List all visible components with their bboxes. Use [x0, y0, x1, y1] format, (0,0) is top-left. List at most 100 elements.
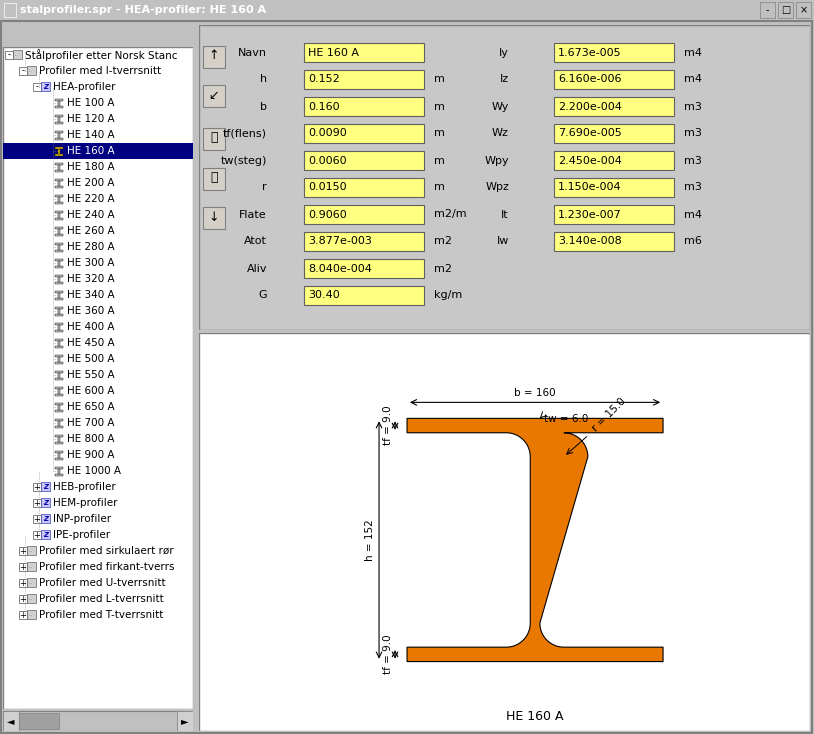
Text: HE 550 A: HE 550 A [67, 370, 115, 380]
Text: tf = 9.0: tf = 9.0 [383, 635, 393, 674]
Text: tw(steg): tw(steg) [221, 156, 267, 165]
Bar [33, 83, 41, 91]
Text: 0.160: 0.160 [308, 101, 339, 112]
Text: Z: Z [43, 516, 48, 522]
Text: Wy: Wy [492, 101, 509, 112]
Text: HEB-profiler: HEB-profiler [53, 482, 116, 492]
Text: HEA-profiler: HEA-profiler [53, 82, 116, 92]
Bar [778, 2, 793, 18]
Text: +: + [33, 498, 41, 507]
Text: m: m [434, 128, 445, 139]
Text: HE 650 A: HE 650 A [67, 402, 115, 412]
Bar [304, 43, 424, 62]
Text: HE 400 A: HE 400 A [67, 322, 115, 332]
Bar [55, 355, 63, 357]
Text: m6: m6 [684, 236, 702, 247]
Bar [3, 143, 193, 159]
Text: h: h [260, 74, 267, 84]
Bar [27, 578, 36, 587]
Text: m2: m2 [434, 236, 452, 247]
Text: m2/m: m2/m [434, 209, 466, 219]
Text: 2.450e-004: 2.450e-004 [558, 156, 622, 165]
Bar [55, 258, 63, 261]
Bar [55, 435, 63, 437]
Text: Z: Z [43, 84, 48, 90]
Bar [55, 467, 63, 468]
Bar [27, 610, 36, 619]
Text: HE 300 A: HE 300 A [67, 258, 115, 268]
Text: Z: Z [43, 500, 48, 506]
Text: m3: m3 [684, 156, 702, 165]
Bar [33, 483, 41, 491]
Bar [55, 115, 63, 117]
Bar [55, 338, 63, 341]
Bar [554, 124, 674, 143]
Text: Iw: Iw [497, 236, 509, 247]
Text: ↓: ↓ [208, 211, 219, 224]
Text: HE 160 A: HE 160 A [67, 146, 115, 156]
Bar [55, 275, 63, 277]
Text: HEM-profiler: HEM-profiler [53, 498, 117, 508]
Bar [203, 46, 225, 68]
Text: Profiler med firkant-tverrs: Profiler med firkant-tverrs [39, 562, 174, 572]
Text: -: - [766, 5, 769, 15]
Text: HE 100 A: HE 100 A [67, 98, 115, 108]
Bar [554, 97, 674, 116]
Bar [55, 217, 63, 219]
Text: HE 160 A: HE 160 A [308, 48, 359, 57]
Text: +: + [20, 578, 26, 587]
Text: +: + [20, 547, 26, 556]
Bar [19, 611, 27, 619]
Bar [55, 162, 63, 164]
Text: m3: m3 [684, 101, 702, 112]
Bar [304, 232, 424, 251]
Bar [55, 307, 63, 308]
Bar [13, 50, 22, 59]
Bar [304, 178, 424, 197]
Text: m4: m4 [684, 74, 702, 84]
Text: HE 160 A: HE 160 A [506, 711, 564, 724]
Text: m3: m3 [684, 183, 702, 192]
Bar [55, 346, 63, 347]
Text: HE 320 A: HE 320 A [67, 274, 115, 284]
Text: HE 200 A: HE 200 A [67, 178, 115, 188]
Bar [554, 70, 674, 89]
Bar [19, 713, 59, 729]
Text: Wpz: Wpz [485, 183, 509, 192]
Text: 0.0150: 0.0150 [308, 183, 347, 192]
Text: stalprofiler.spr - HEA-profiler: HE 160 A: stalprofiler.spr - HEA-profiler: HE 160 … [20, 5, 266, 15]
Text: Profiler med I-tverrsnitt: Profiler med I-tverrsnitt [39, 66, 161, 76]
Bar [19, 67, 27, 75]
Text: IPE-profiler: IPE-profiler [53, 530, 110, 540]
Bar [554, 151, 674, 170]
Text: ⬛: ⬛ [210, 171, 218, 184]
Bar [55, 227, 63, 228]
Text: □: □ [781, 5, 790, 15]
Text: Z: Z [43, 532, 48, 538]
Text: 6.160e-006: 6.160e-006 [558, 74, 622, 84]
Text: Atot: Atot [244, 236, 267, 247]
Text: 8.040e-004: 8.040e-004 [308, 264, 372, 274]
Bar [55, 291, 63, 293]
Text: Profiler med sirkulaert rør: Profiler med sirkulaert rør [39, 546, 173, 556]
Text: It: It [501, 209, 509, 219]
Bar [55, 202, 63, 203]
Text: 1.230e-007: 1.230e-007 [558, 209, 622, 219]
Bar [55, 137, 63, 139]
Bar [55, 457, 63, 459]
Text: Flate: Flate [239, 209, 267, 219]
Text: +: + [33, 515, 41, 523]
Text: Stålprofiler etter Norsk Stanc: Stålprofiler etter Norsk Stanc [25, 49, 177, 61]
Bar [55, 410, 63, 412]
Text: r: r [262, 183, 267, 192]
Text: 30.40: 30.40 [308, 291, 339, 300]
Bar [55, 131, 63, 133]
Bar [19, 579, 27, 587]
Bar [41, 482, 50, 491]
Bar [304, 124, 424, 143]
Text: r = 15.0: r = 15.0 [591, 396, 628, 434]
Text: m: m [434, 74, 445, 84]
Polygon shape [407, 418, 663, 661]
Bar [55, 426, 63, 427]
Bar [55, 313, 63, 316]
